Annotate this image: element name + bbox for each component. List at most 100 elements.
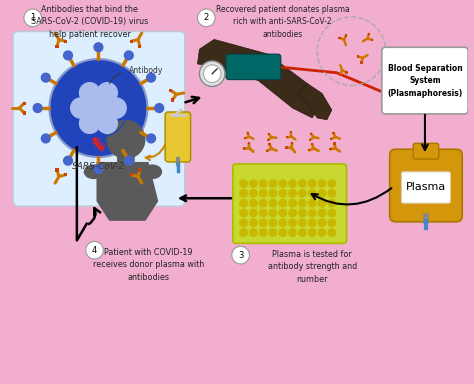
Text: Plasma: Plasma (406, 182, 446, 192)
Circle shape (328, 219, 336, 227)
Text: 4: 4 (92, 246, 97, 255)
Polygon shape (308, 149, 310, 151)
Polygon shape (368, 33, 370, 35)
Circle shape (279, 229, 286, 236)
Circle shape (289, 180, 296, 187)
Circle shape (299, 219, 306, 227)
Circle shape (289, 229, 296, 236)
Polygon shape (198, 40, 322, 118)
Polygon shape (244, 137, 246, 139)
Polygon shape (267, 139, 269, 141)
Text: Antibodies that bind the
SARS-CoV-2 (COVID-19) virus
help patient recover: Antibodies that bind the SARS-CoV-2 (COV… (31, 5, 148, 39)
Circle shape (289, 209, 296, 217)
Circle shape (86, 95, 111, 121)
Circle shape (309, 180, 316, 187)
Circle shape (86, 242, 103, 259)
Polygon shape (285, 146, 288, 149)
Circle shape (318, 209, 326, 217)
Circle shape (250, 190, 257, 197)
Circle shape (240, 180, 247, 187)
Circle shape (79, 82, 100, 104)
Polygon shape (268, 143, 271, 146)
Circle shape (269, 219, 277, 227)
Circle shape (279, 219, 286, 227)
Circle shape (299, 190, 306, 197)
Ellipse shape (143, 164, 162, 179)
Circle shape (279, 190, 286, 197)
Polygon shape (243, 147, 246, 150)
Circle shape (309, 190, 316, 197)
Circle shape (250, 229, 257, 236)
Text: 2: 2 (204, 13, 209, 22)
Polygon shape (371, 39, 374, 41)
Circle shape (309, 199, 316, 207)
Circle shape (33, 104, 42, 113)
Circle shape (309, 219, 316, 227)
Polygon shape (266, 150, 268, 152)
Circle shape (106, 120, 146, 159)
Circle shape (105, 97, 127, 119)
Polygon shape (130, 40, 133, 43)
Circle shape (269, 229, 277, 236)
Polygon shape (55, 168, 59, 172)
FancyBboxPatch shape (413, 143, 439, 159)
Polygon shape (339, 74, 341, 76)
Circle shape (259, 229, 267, 236)
Polygon shape (64, 173, 67, 176)
Circle shape (259, 190, 267, 197)
Polygon shape (333, 142, 336, 145)
Polygon shape (169, 89, 173, 92)
Circle shape (240, 209, 247, 217)
Circle shape (146, 73, 155, 82)
Circle shape (49, 59, 147, 157)
Text: Recovered patient donates plasma
rich with anti-SARS-CoV-2
antibodies: Recovered patient donates plasma rich wi… (216, 5, 350, 39)
FancyBboxPatch shape (390, 149, 462, 222)
Circle shape (299, 229, 306, 236)
Polygon shape (357, 55, 359, 58)
FancyBboxPatch shape (165, 112, 191, 162)
Circle shape (240, 229, 247, 236)
Circle shape (318, 229, 326, 236)
Polygon shape (360, 61, 363, 64)
Polygon shape (286, 136, 288, 139)
Circle shape (70, 97, 91, 119)
Polygon shape (171, 98, 174, 102)
Circle shape (240, 190, 247, 197)
Circle shape (250, 180, 257, 187)
Circle shape (279, 180, 286, 187)
Polygon shape (329, 148, 332, 150)
Polygon shape (290, 131, 292, 133)
Circle shape (328, 199, 336, 207)
Circle shape (97, 82, 118, 104)
Circle shape (64, 156, 73, 165)
Circle shape (64, 51, 73, 60)
Polygon shape (64, 40, 67, 43)
Circle shape (259, 180, 267, 187)
Circle shape (250, 219, 257, 227)
Circle shape (259, 219, 267, 227)
Polygon shape (345, 34, 347, 36)
FancyBboxPatch shape (401, 172, 450, 203)
Circle shape (309, 229, 316, 236)
Circle shape (328, 180, 336, 187)
Circle shape (259, 209, 267, 217)
Text: 3: 3 (238, 251, 243, 260)
Circle shape (146, 134, 155, 143)
Polygon shape (309, 139, 311, 141)
Circle shape (232, 246, 249, 264)
Circle shape (198, 9, 215, 26)
Polygon shape (130, 173, 133, 176)
Polygon shape (298, 84, 332, 120)
Polygon shape (332, 132, 335, 134)
Text: Blood Separation
System
(Plasmaphoresis): Blood Separation System (Plasmaphoresis) (387, 64, 463, 98)
Polygon shape (23, 111, 26, 114)
Circle shape (318, 180, 326, 187)
Polygon shape (268, 133, 270, 135)
Circle shape (309, 209, 316, 217)
Text: Patient with COVID-19
receives donor plasma with
antibodies: Patient with COVID-19 receives donor pla… (93, 248, 204, 282)
FancyBboxPatch shape (226, 54, 281, 79)
Text: Plasma is tested for
antibody strength and
number: Plasma is tested for antibody strength a… (268, 250, 357, 284)
Circle shape (203, 65, 221, 83)
Polygon shape (338, 36, 341, 39)
Circle shape (299, 209, 306, 217)
